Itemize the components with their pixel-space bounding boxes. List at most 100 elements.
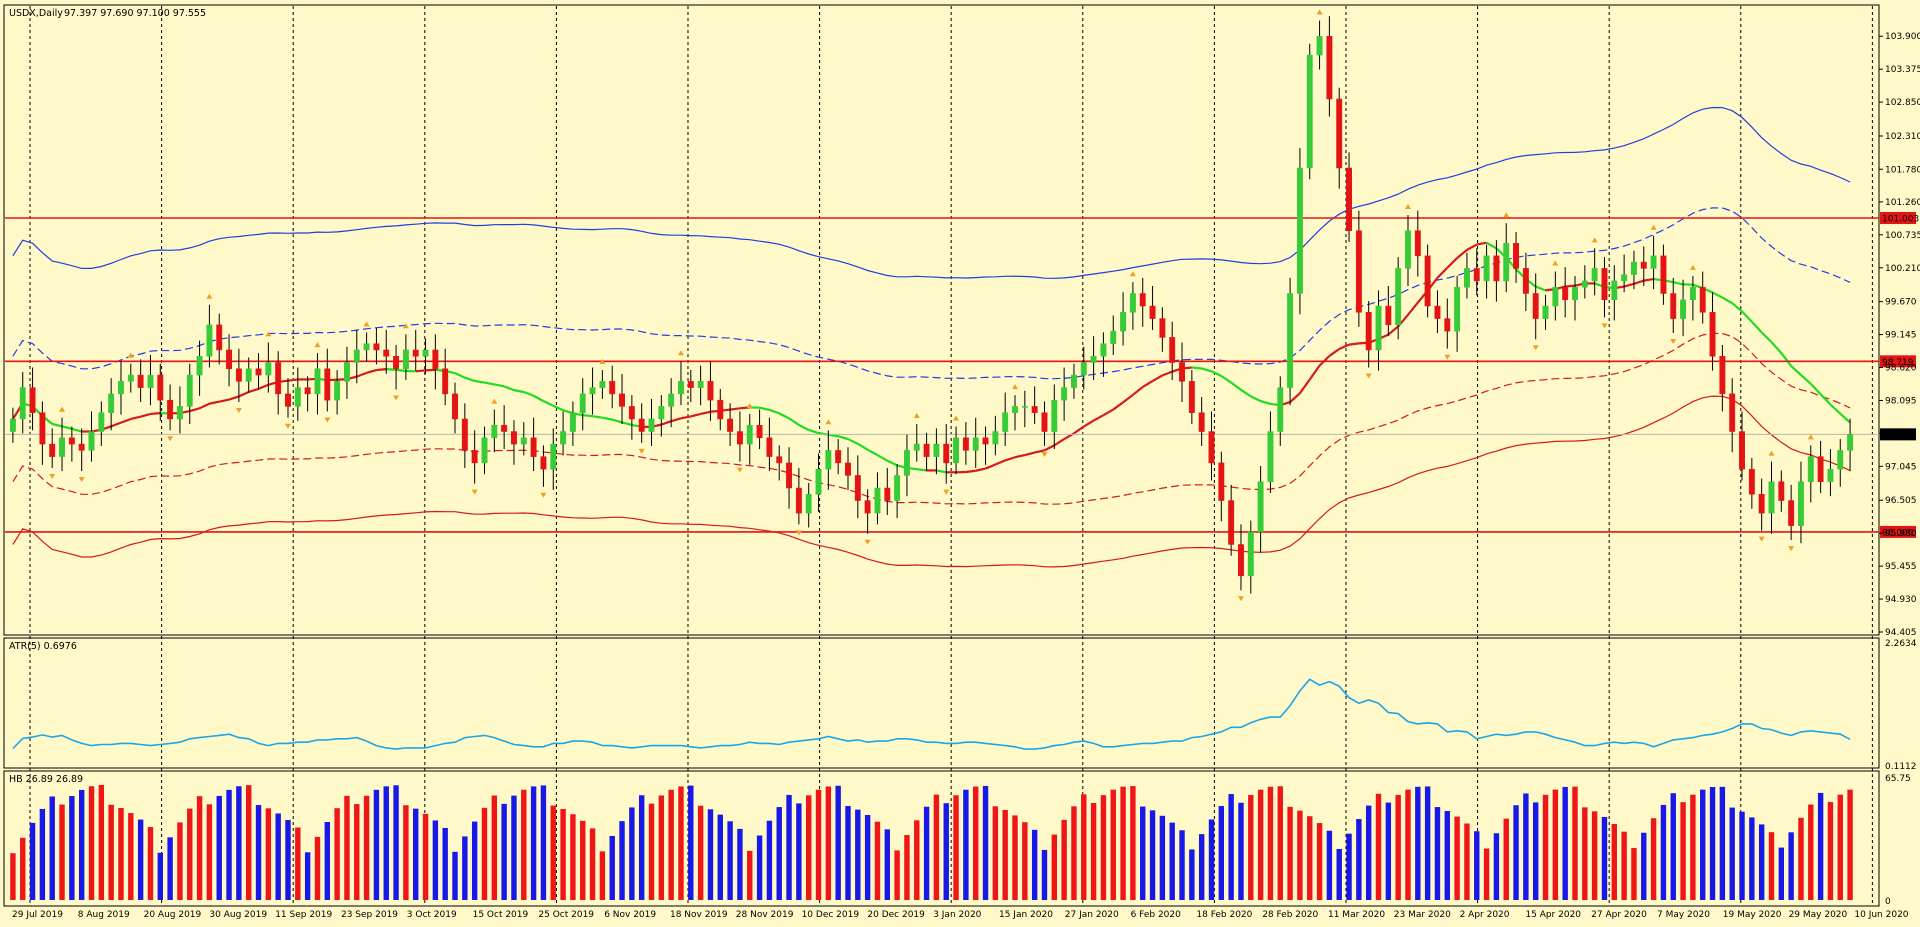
hb-bar <box>864 815 871 900</box>
hb-bar <box>1365 805 1372 900</box>
hb-bar <box>1041 849 1048 900</box>
moving-average-segment <box>120 417 132 424</box>
price-axis-tick-label: 102.310 <box>1885 132 1920 142</box>
candle <box>432 334 439 390</box>
hb-bar <box>1552 789 1559 900</box>
candle <box>1208 411 1215 481</box>
candle <box>1778 470 1785 512</box>
candle-body <box>805 494 812 514</box>
candle <box>1798 461 1804 544</box>
moving-average-segment <box>1790 365 1802 376</box>
candle <box>1012 395 1018 431</box>
hb-bar <box>1749 817 1755 900</box>
candle <box>1021 390 1028 428</box>
candle <box>383 329 390 374</box>
upper-band-line <box>12 106 1851 279</box>
level-price-label: 96.000 <box>1882 528 1914 538</box>
candle-body <box>1788 500 1795 526</box>
candle-body <box>1120 312 1127 332</box>
candle <box>1129 282 1136 330</box>
hb-bar <box>521 789 527 900</box>
candle-body <box>707 381 714 401</box>
candle-body <box>343 362 350 382</box>
moving-average-segment <box>1240 388 1252 398</box>
candle <box>697 365 704 406</box>
candle-body <box>1159 318 1166 338</box>
fractal-down-marker <box>324 417 331 423</box>
candle-body <box>520 437 527 445</box>
hb-bar <box>1483 848 1490 900</box>
hb-bar <box>1287 806 1293 900</box>
hb-bar <box>403 805 409 900</box>
hb-bar <box>39 808 46 900</box>
candle-body <box>609 381 616 395</box>
moving-average-segment <box>700 410 711 416</box>
hb-bar <box>953 795 959 900</box>
level-price-label: 98.719 <box>1882 358 1914 368</box>
candle-body <box>1542 305 1549 319</box>
candle <box>1513 232 1520 283</box>
candle <box>353 329 360 384</box>
moving-average-segment <box>1308 365 1321 381</box>
candle <box>373 328 380 365</box>
candle <box>393 344 400 390</box>
candle <box>648 398 655 446</box>
candle-body <box>1041 412 1048 432</box>
candle-body <box>1660 255 1667 294</box>
candle-body <box>795 487 802 514</box>
candle <box>1120 292 1127 346</box>
moving-average-segment <box>1211 370 1222 377</box>
candle-body <box>1139 293 1146 307</box>
hb-bar <box>1326 830 1333 900</box>
candle-body <box>147 374 154 388</box>
fractal-down-marker <box>1788 546 1795 552</box>
candle <box>805 482 812 528</box>
hb-bar <box>668 789 674 900</box>
candle <box>1277 376 1284 446</box>
candle <box>884 467 891 515</box>
hb-bar <box>432 820 439 900</box>
date-axis-label: 28 Feb 2020 <box>1262 910 1318 920</box>
hb-bar <box>540 785 547 900</box>
hb-bar <box>697 805 704 900</box>
moving-average-segment <box>464 376 476 383</box>
hb-bar <box>59 804 65 900</box>
moving-average-segment <box>1004 456 1016 462</box>
candle <box>520 422 527 456</box>
candle <box>1493 240 1500 302</box>
candle <box>1660 244 1667 305</box>
candle-body <box>550 443 557 470</box>
candle-body <box>471 450 478 464</box>
candle <box>953 426 960 475</box>
candle <box>1385 285 1392 337</box>
hb-label: HB 26.89 26.89 <box>9 774 83 785</box>
moving-average-segment <box>788 417 800 426</box>
candle <box>343 346 350 399</box>
candle-body <box>697 381 704 388</box>
hb-bar <box>471 821 478 900</box>
moving-average-segment <box>936 469 947 474</box>
moving-average-segment <box>1024 451 1035 457</box>
candle-body <box>1758 494 1765 514</box>
moving-average-segment <box>533 394 544 403</box>
candle <box>992 415 999 456</box>
hb-bar <box>1847 789 1853 900</box>
moving-average-segment <box>238 390 250 398</box>
candle-body <box>717 399 724 420</box>
hb-bar <box>1208 819 1215 900</box>
hb-bar <box>383 786 389 900</box>
moving-average-segment <box>199 402 210 410</box>
date-axis-label: 15 Apr 2020 <box>1525 910 1581 920</box>
fractal-up-marker <box>491 398 498 404</box>
candle-body <box>1483 255 1490 282</box>
candle <box>1267 411 1274 494</box>
candle-body <box>1012 406 1018 413</box>
price-axis-tick-label: 100.210 <box>1885 264 1920 274</box>
candle-body <box>334 381 341 401</box>
hb-bar <box>1788 832 1794 900</box>
moving-average-segment <box>965 469 976 474</box>
moving-average-segment <box>1387 325 1399 336</box>
date-axis-label: 10 Jun 2020 <box>1854 910 1908 920</box>
candle-body <box>1572 286 1578 301</box>
fractal-up-marker <box>1012 384 1019 390</box>
